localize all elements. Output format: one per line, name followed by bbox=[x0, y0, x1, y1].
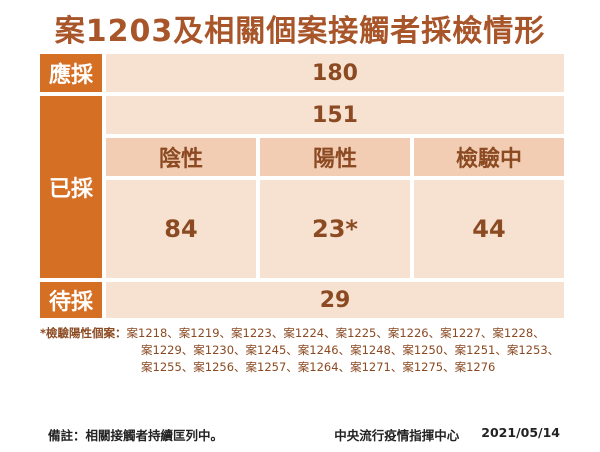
footer-source: 中央流行疫情指揮中心 2021/05/14 bbox=[334, 425, 560, 444]
note-cases-3: 案1255、案1256、案1257、案1264、案1271、案1275、案127… bbox=[141, 360, 496, 374]
note-line-1: *檢驗陽性個案：案1218、案1219、案1223、案1224、案1225、案1… bbox=[40, 325, 580, 342]
negative-header: 陰性 bbox=[106, 138, 256, 176]
remark-text: 備註：相關接觸者持續匡列中。 bbox=[48, 428, 224, 443]
positive-value: 23* bbox=[260, 180, 410, 278]
note-cases-2: 案1229、案1230、案1245、案1246、案1248、案1250、案125… bbox=[141, 343, 560, 357]
page-title: 案1203及相關個案接觸者採檢情形 bbox=[54, 14, 546, 49]
sampled-total-value: 151 bbox=[106, 96, 564, 134]
negative-value: 84 bbox=[106, 180, 256, 278]
should-sample-value: 180 bbox=[106, 54, 564, 92]
note-cases-1: 案1218、案1219、案1223、案1224、案1225、案1226、案122… bbox=[126, 326, 545, 340]
positive-cases-note: *檢驗陽性個案：案1218、案1219、案1223、案1224、案1225、案1… bbox=[40, 325, 580, 376]
row-label-should-sample: 應採 bbox=[40, 54, 102, 92]
row-label-pending: 待採 bbox=[40, 282, 102, 318]
publish-date: 2021/05/14 bbox=[481, 425, 560, 440]
note-lead: *檢驗陽性個案： bbox=[40, 326, 127, 340]
positive-header: 陽性 bbox=[260, 138, 410, 176]
row-label-sampled: 已採 bbox=[40, 96, 102, 278]
testing-value: 44 bbox=[414, 180, 564, 278]
testing-header: 檢驗中 bbox=[414, 138, 564, 176]
pending-value: 29 bbox=[106, 282, 564, 318]
organization-name: 中央流行疫情指揮中心 bbox=[334, 428, 460, 443]
